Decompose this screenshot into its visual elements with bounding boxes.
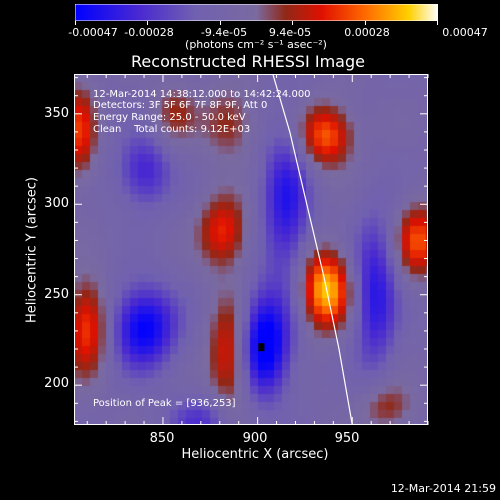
colorbar-tick-label: -0.00047 <box>68 26 118 39</box>
y-tick-label: 300 <box>44 196 69 211</box>
clean-counts-text: Clean Total counts: 9.12E+03 <box>93 124 251 135</box>
colorbar-tick-label: -9.4e-05 <box>200 26 248 39</box>
y-tick-label: 200 <box>44 376 69 391</box>
colorbar-gradient <box>75 4 438 21</box>
axis-ticks <box>74 74 429 425</box>
energy-range-text: Energy Range: 25.0 - 50.0 keV <box>93 112 246 123</box>
peak-position-text: Position of Peak = [936,253] <box>93 398 236 409</box>
peak-marker <box>258 343 265 352</box>
y-tick-label: 250 <box>44 287 69 302</box>
y-axis-label: Heliocentric Y (arcsec) <box>24 177 40 323</box>
y-tick-label: 350 <box>44 106 69 121</box>
colorbar-tick-label: 9.4e-05 <box>268 26 312 39</box>
colorbar-tick-label: 0.00028 <box>344 26 390 39</box>
x-tick-label: 900 <box>242 431 268 446</box>
time-range-text: 12-Mar-2014 14:38:12.000 to 14:42:24.000 <box>93 89 311 100</box>
x-tick-label: 850 <box>149 431 175 446</box>
plot-frame <box>74 74 428 425</box>
x-axis-label: Heliocentric X (arcsec) <box>181 447 329 462</box>
x-tick-label: 950 <box>334 431 360 446</box>
colorbar-units: (photons cm⁻² s⁻¹ asec⁻²) <box>185 38 327 51</box>
chart-title: Reconstructed RHESSI Image <box>131 52 365 71</box>
heatmap-image <box>74 74 428 425</box>
detectors-text: Detectors: 3F 5F 6F 7F 8F 9F, Att 0 <box>93 100 268 111</box>
solar-limb-line <box>272 73 353 426</box>
colorbar-tick-label: -0.00028 <box>124 26 174 39</box>
footer-timestamp: 12-Mar-2014 21:59 <box>390 482 496 495</box>
colorbar-tick-label: 0.00047 <box>442 26 488 39</box>
colorbar <box>75 4 438 25</box>
